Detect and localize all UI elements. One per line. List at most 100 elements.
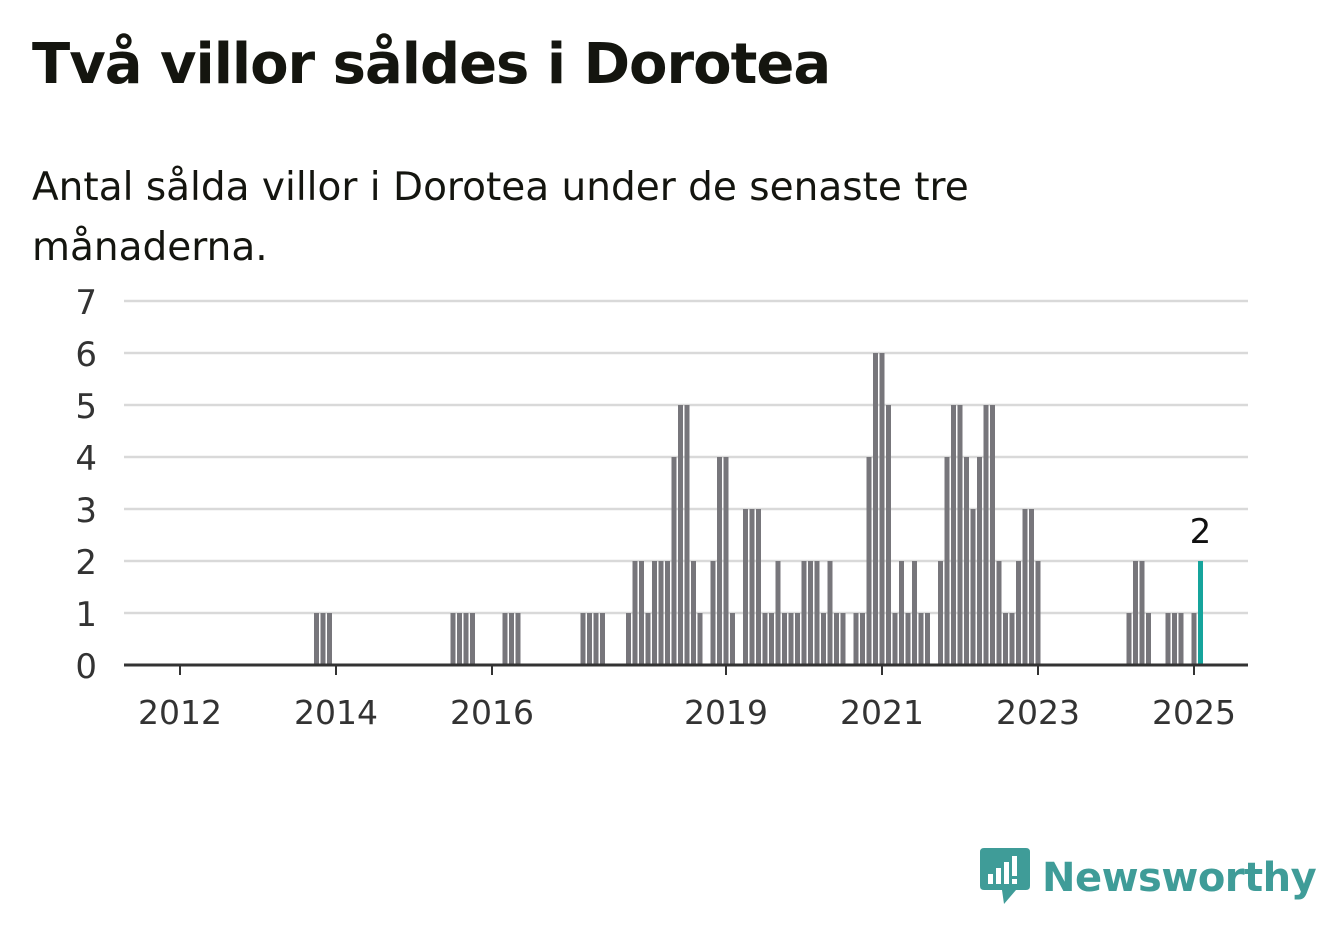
bar (463, 613, 469, 665)
x-tick-label: 2019 (684, 693, 768, 732)
bar (665, 561, 670, 665)
newsworthy-logo-icon (980, 848, 1030, 904)
bar (743, 509, 748, 665)
x-tick-label: 2016 (450, 693, 534, 732)
y-tick-label: 2 (75, 543, 97, 583)
y-tick-label: 1 (75, 595, 97, 635)
bar (645, 613, 651, 665)
x-tick-label: 2025 (1152, 693, 1236, 732)
bar (509, 613, 514, 665)
bar (756, 509, 761, 665)
bar (951, 405, 956, 665)
bar (782, 613, 787, 665)
bar (580, 613, 586, 665)
bar (515, 613, 521, 665)
bar (925, 613, 930, 665)
bar (983, 405, 989, 665)
x-tick-label: 2012 (138, 693, 222, 732)
annotations: 2 (1190, 512, 1212, 552)
bar (990, 405, 995, 665)
bar (697, 613, 703, 665)
bar (1009, 613, 1015, 665)
bar (730, 613, 735, 665)
bar (314, 613, 319, 665)
bar (853, 613, 859, 665)
bar (717, 457, 722, 665)
bar (593, 613, 599, 665)
bar (873, 353, 878, 665)
bar (1126, 613, 1132, 665)
bar (892, 613, 898, 665)
y-tick-label: 7 (75, 283, 97, 323)
bar (996, 561, 1002, 665)
bar (801, 561, 807, 665)
bar (710, 561, 716, 665)
bar (502, 613, 508, 665)
bar (970, 509, 976, 665)
bars (314, 353, 1203, 665)
bar (600, 613, 605, 665)
bar (320, 613, 326, 665)
y-tick-label: 4 (75, 439, 97, 479)
y-tick-label: 5 (75, 387, 97, 427)
bar (1016, 561, 1021, 665)
bar (814, 561, 820, 665)
bar (1178, 613, 1184, 665)
bar-highlight (1198, 561, 1203, 665)
bar (1146, 613, 1151, 665)
bar (1133, 561, 1138, 665)
x-axis-ticks: 2012 2014 2016 2019 2021 2023 2025 (138, 665, 1236, 732)
bar (652, 561, 657, 665)
bar (834, 613, 839, 665)
y-tick-label: 3 (75, 491, 97, 531)
bar (964, 457, 969, 665)
y-axis-ticks: 0 1 2 3 4 5 6 7 (75, 283, 97, 687)
chart-subtitle: Antal sålda villor i Dorotea under de se… (32, 165, 969, 270)
y-tick-label: 0 (75, 647, 97, 687)
bar (762, 613, 768, 665)
chart-title: Två villor såldes i Dorotea (32, 32, 831, 97)
bar (684, 405, 690, 665)
bar (749, 509, 755, 665)
x-tick-label: 2023 (996, 693, 1080, 732)
bar-chart: 0 1 2 3 4 5 6 7 2012 2014 2016 2019 2021 2023 2025 2 (75, 283, 1248, 732)
bar (866, 457, 872, 665)
bar (912, 561, 917, 665)
bar (769, 613, 774, 665)
bar (808, 561, 813, 665)
bar (632, 561, 638, 665)
bar (723, 457, 729, 665)
bar (821, 613, 826, 665)
bar (1003, 613, 1008, 665)
bar (1191, 613, 1197, 665)
bar (977, 457, 982, 665)
bar (899, 561, 904, 665)
bar (470, 613, 475, 665)
data-label: 2 (1190, 512, 1212, 552)
bar (671, 457, 677, 665)
bar (938, 561, 943, 665)
bar (626, 613, 631, 665)
brand-name: Newsworthy (1042, 855, 1317, 901)
bar (639, 561, 644, 665)
y-tick-label: 6 (75, 335, 97, 375)
bar (450, 613, 456, 665)
bar (905, 613, 911, 665)
bar (1035, 561, 1041, 665)
bar (1172, 613, 1177, 665)
bar (944, 457, 950, 665)
bar (957, 405, 963, 665)
bar (327, 613, 332, 665)
bar (457, 613, 462, 665)
bar (827, 561, 833, 665)
bar (788, 613, 794, 665)
bar (795, 613, 800, 665)
bar (775, 561, 781, 665)
bar (658, 561, 664, 665)
bar (840, 613, 846, 665)
x-tick-label: 2021 (840, 693, 924, 732)
x-tick-label: 2014 (294, 693, 378, 732)
bar (587, 613, 592, 665)
bar (1165, 613, 1171, 665)
bar (886, 405, 891, 665)
